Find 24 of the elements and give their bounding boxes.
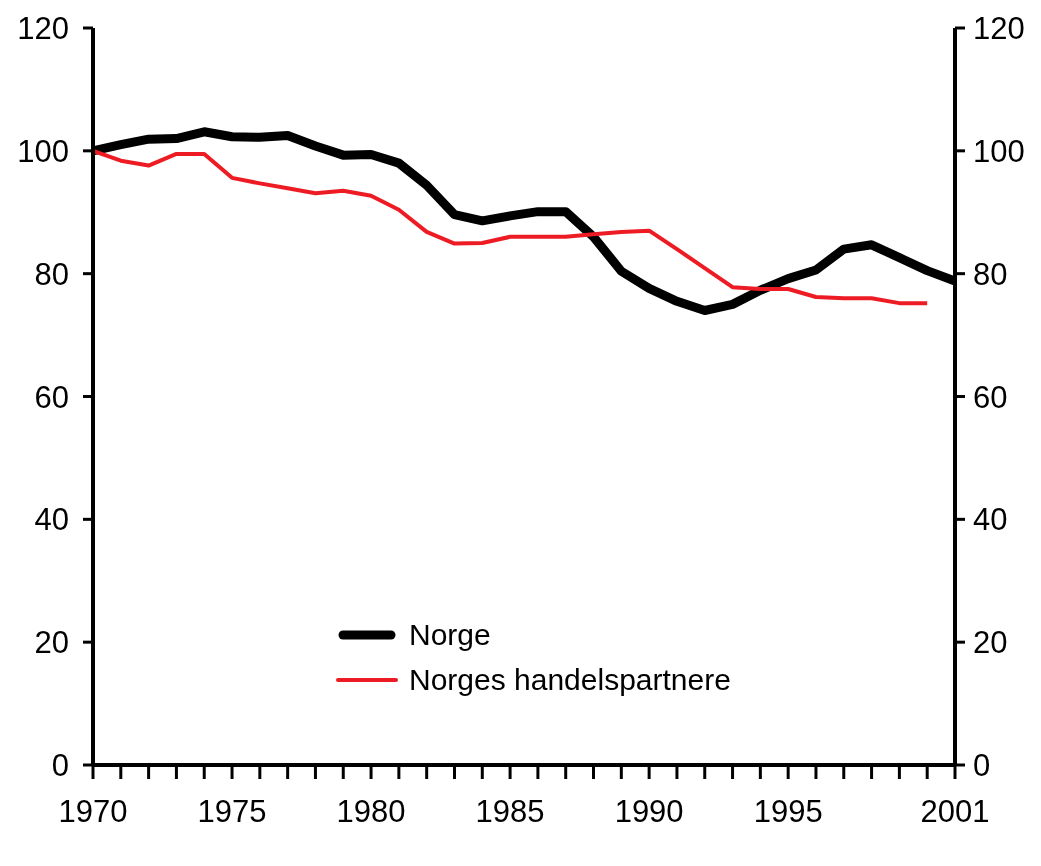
legend-label: Norges handelspartnere: [409, 662, 731, 697]
x-tick-label: 1970: [58, 793, 128, 829]
x-tick-label: 1990: [614, 793, 684, 829]
x-tick-label: 1980: [336, 793, 406, 829]
x-tick-label: 1975: [197, 793, 267, 829]
y-tick-label: 120: [17, 11, 69, 47]
y2-tick-label: 120: [973, 11, 1025, 47]
line-series: [93, 148, 930, 306]
y2-tick-label: 80: [973, 256, 1008, 292]
y2-tick-label: 60: [973, 379, 1008, 415]
y-tick-label: 0: [51, 748, 69, 784]
y2-tick-label: 0: [973, 748, 991, 784]
y-tick-label: 20: [34, 625, 69, 661]
y2-tick-label: 100: [973, 133, 1025, 169]
legend-label: Norge: [409, 617, 491, 652]
x-tick-label: 2001: [920, 793, 990, 829]
y-tick-label: 80: [34, 256, 69, 292]
y-tick-label: 40: [34, 502, 69, 538]
y2-tick-label: 20: [973, 625, 1008, 661]
y-tick-label: 60: [34, 379, 69, 415]
x-tick-label: 1985: [475, 793, 545, 829]
y2-tick-label: 40: [973, 502, 1008, 538]
x-tick-label: 1995: [753, 793, 823, 829]
y-tick-label: 100: [17, 133, 69, 169]
